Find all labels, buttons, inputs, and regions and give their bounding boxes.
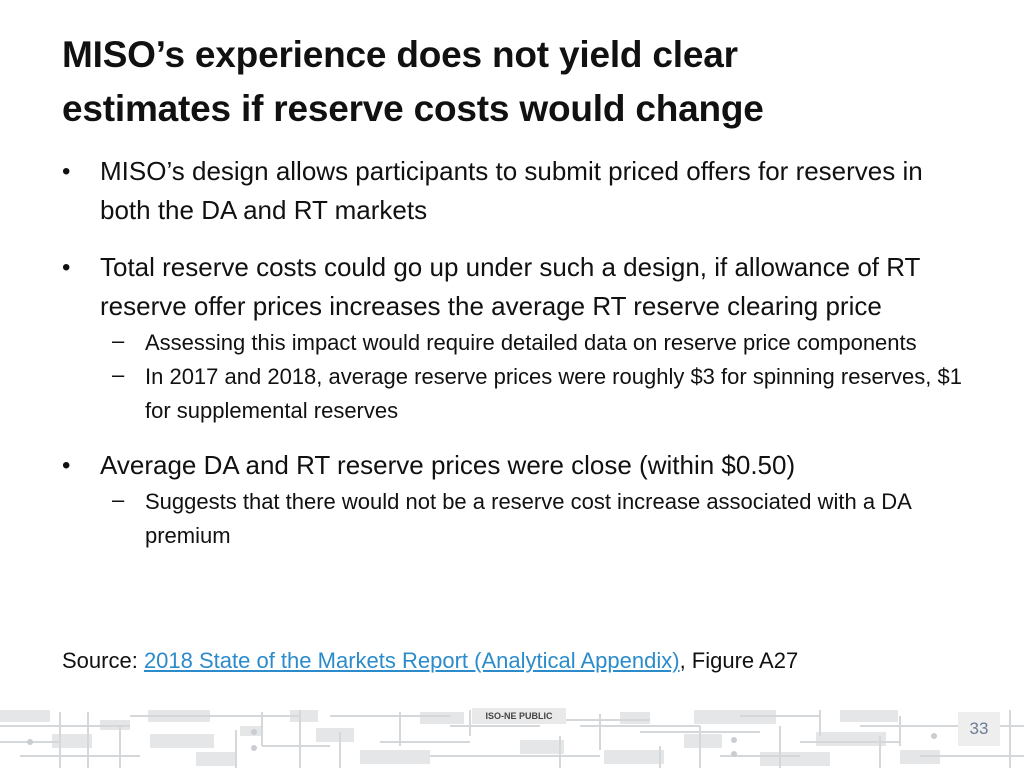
sub-bullet-item: – Assessing this impact would require de…	[62, 326, 962, 360]
title-line-1: MISO’s experience does not yield clear	[62, 34, 738, 75]
sub-bullet-text: Suggests that there would not be a reser…	[145, 489, 911, 548]
bullet-item: • MISO’s design allows participants to s…	[62, 152, 962, 230]
sub-bullet-text: Assessing this impact would require deta…	[145, 330, 917, 355]
sub-bullet-item: – In 2017 and 2018, average reserve pric…	[62, 360, 962, 428]
source-suffix: , Figure A27	[679, 648, 799, 673]
sub-bullet-text: In 2017 and 2018, average reserve prices…	[145, 364, 962, 423]
dash-icon: –	[112, 487, 125, 512]
dash-icon: –	[112, 362, 125, 387]
dash-icon: –	[112, 328, 125, 353]
source-report-link[interactable]: 2018 State of the Markets Report (Analyt…	[143, 648, 680, 673]
bullet-item: • Average DA and RT reserve prices were …	[62, 446, 962, 485]
bullet-dot-icon: •	[62, 452, 71, 479]
iso-ne-public-tag: ISO-NE PUBLIC	[472, 708, 566, 724]
source-prefix: Source:	[62, 648, 144, 673]
slide-title: MISO’s experience does not yield clear e…	[62, 28, 962, 136]
page-number: 33	[958, 712, 1000, 746]
source-line: Source: 2018 State of the Markets Report…	[62, 644, 798, 678]
bullet-dot-icon: •	[62, 158, 71, 185]
bullet-item: • Total reserve costs could go up under …	[62, 248, 962, 326]
sub-bullet-item: – Suggests that there would not be a res…	[62, 485, 962, 553]
bullet-dot-icon: •	[62, 254, 71, 281]
bullet-list: • MISO’s design allows participants to s…	[62, 152, 962, 553]
circuit-footer-decoration	[0, 710, 1024, 768]
bullet-text: Average DA and RT reserve prices were cl…	[100, 450, 796, 480]
bullet-text: MISO’s design allows participants to sub…	[100, 156, 923, 225]
title-line-2: estimates if reserve costs would change	[62, 88, 764, 129]
bullet-text: Total reserve costs could go up under su…	[100, 252, 920, 321]
